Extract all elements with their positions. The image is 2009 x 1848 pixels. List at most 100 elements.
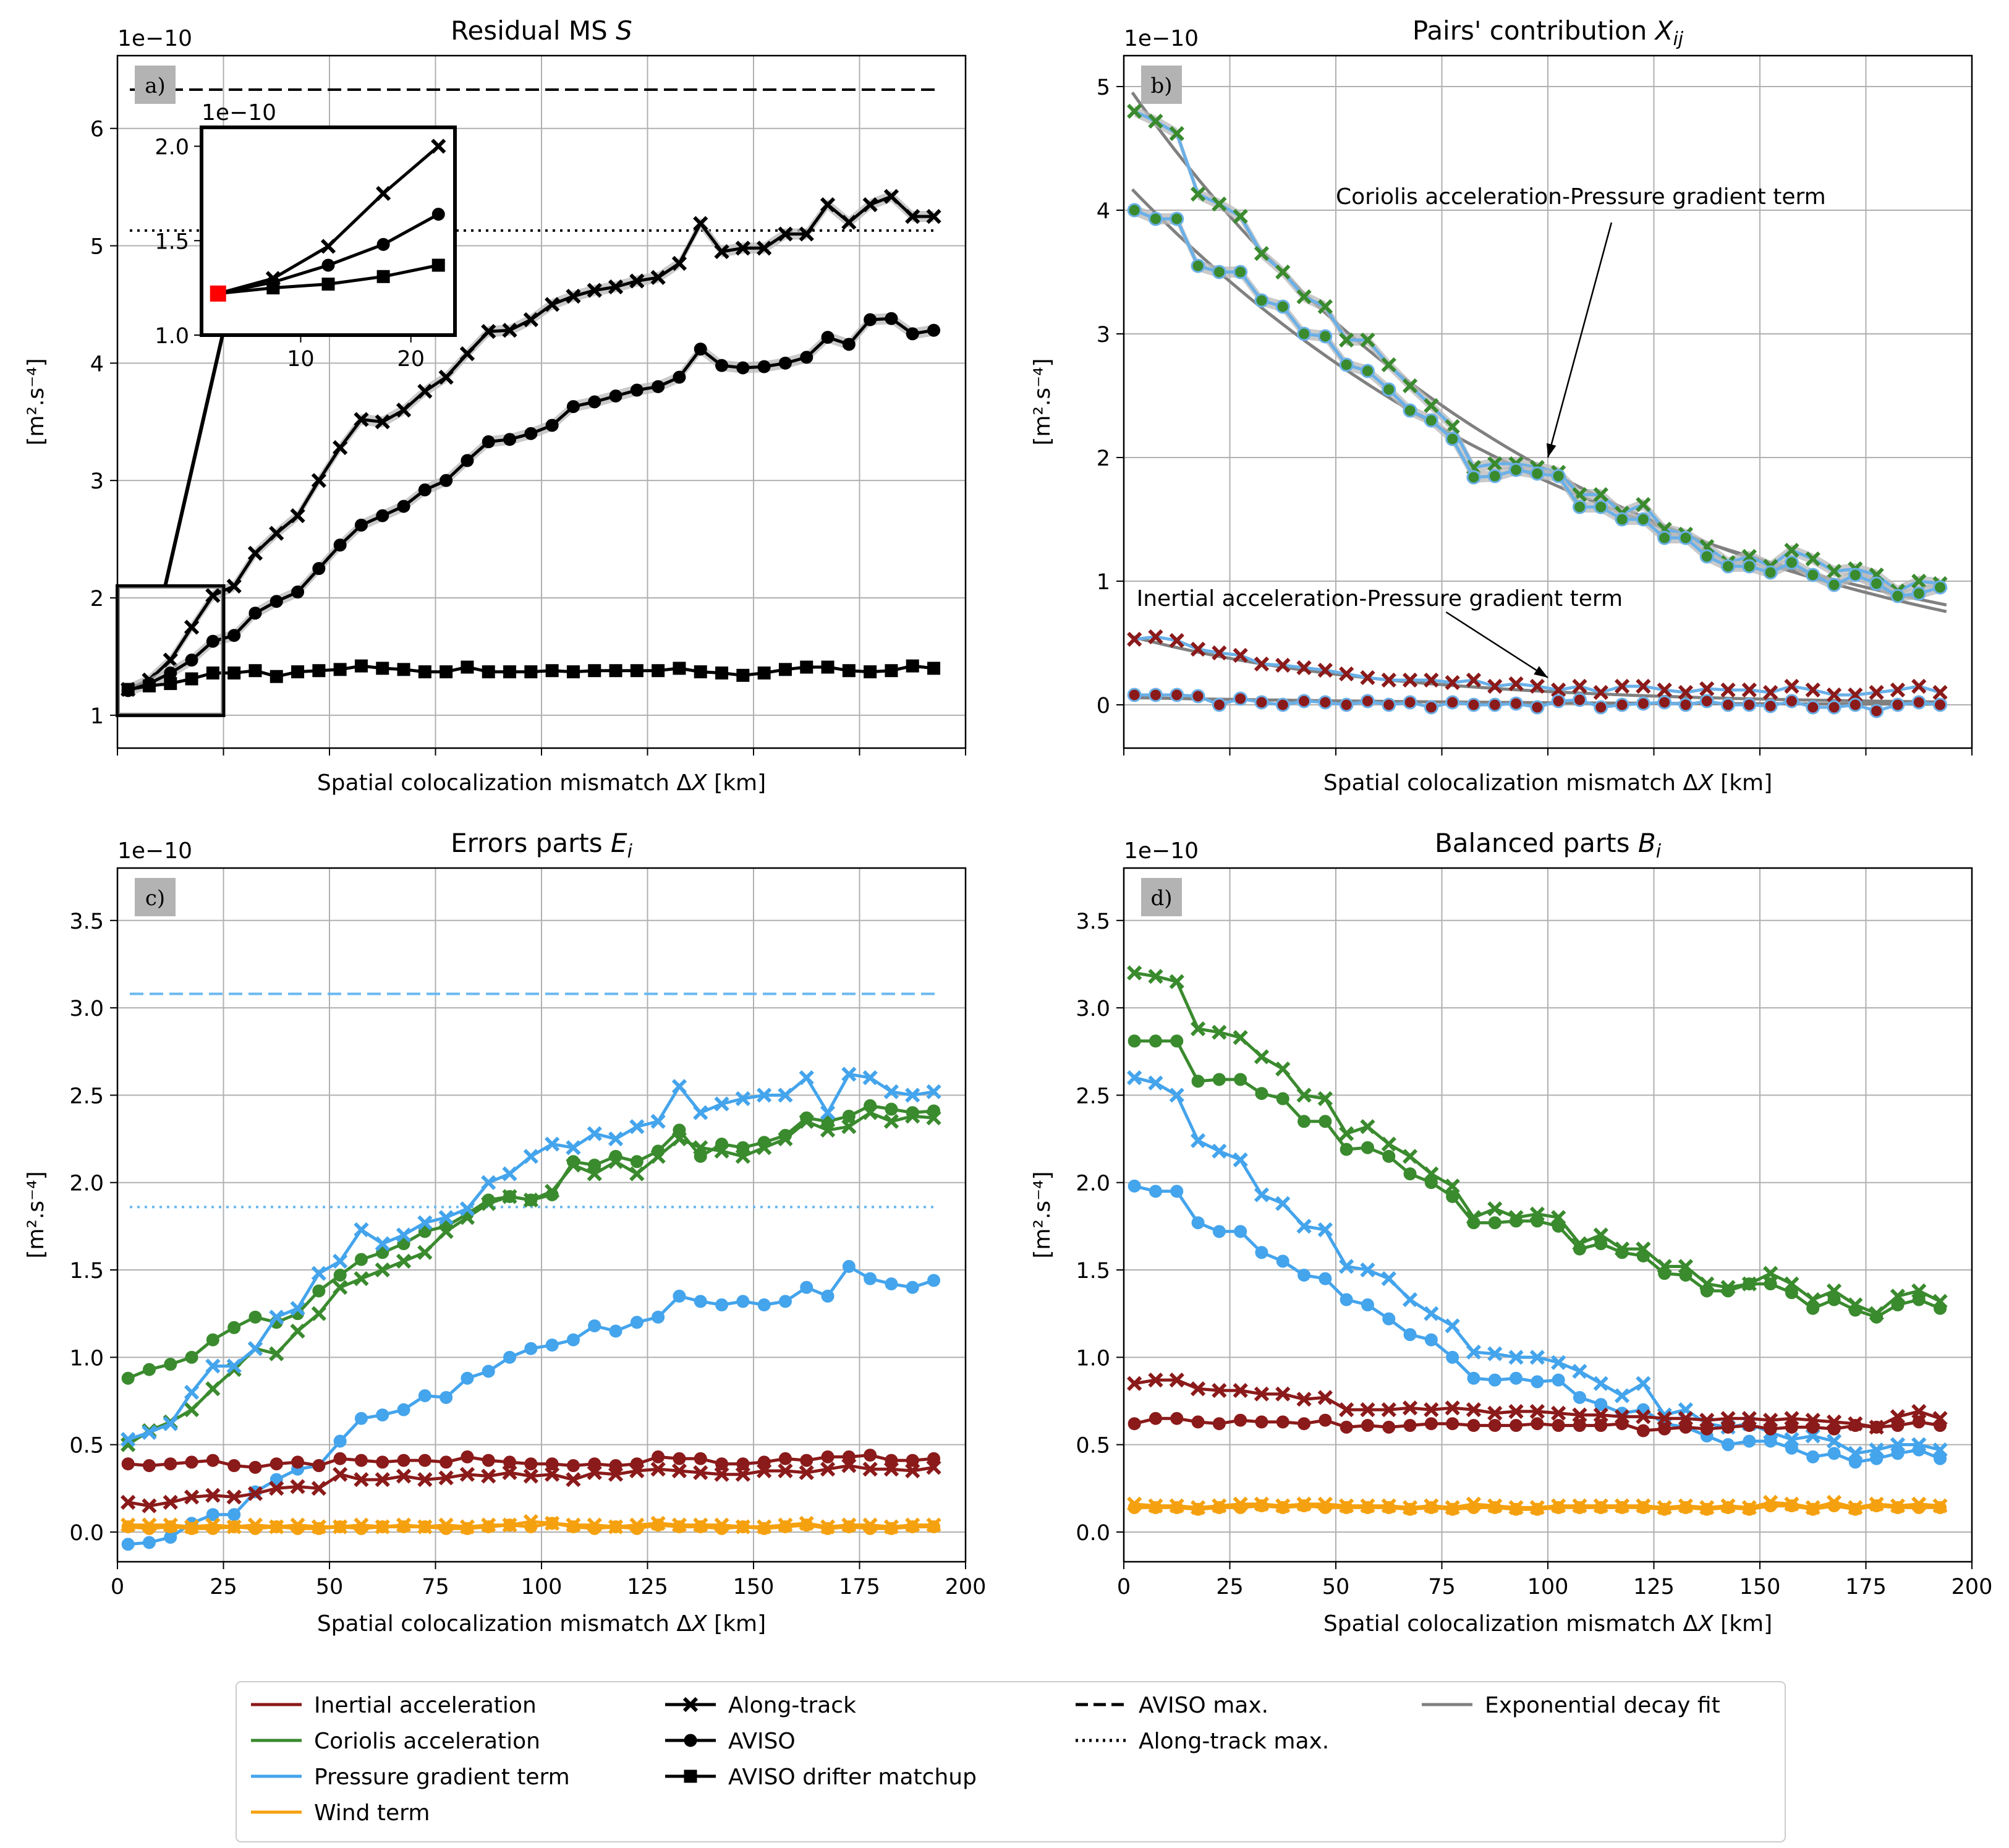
data-point (714, 1143, 729, 1159)
data-point (397, 1403, 410, 1416)
data-point (185, 672, 198, 686)
data-point (1191, 258, 1205, 273)
data-point (206, 666, 219, 680)
data-point (1446, 1190, 1459, 1203)
data-point (1657, 1411, 1672, 1426)
panel-label-a: a) (135, 66, 176, 104)
data-point (1170, 1501, 1184, 1514)
data-point (671, 1517, 687, 1533)
data-point (1466, 1344, 1482, 1360)
data-point (694, 665, 707, 679)
data-point (1298, 1499, 1311, 1513)
inset-x-tick-label: 10 (287, 347, 315, 372)
data-point (1446, 1502, 1459, 1516)
data-point (1254, 1187, 1270, 1203)
data-point (1382, 1420, 1396, 1434)
data-point (905, 1517, 920, 1533)
data-point (1572, 500, 1587, 514)
data-point (440, 474, 453, 487)
data-point (1551, 682, 1566, 698)
data-point (1212, 265, 1226, 279)
series-coriolis-acceleration-along-track- (121, 1105, 941, 1452)
data-point (1148, 211, 1163, 226)
data-point (1212, 1417, 1226, 1431)
data-point (1890, 589, 1905, 603)
data-point (1573, 1501, 1586, 1514)
data-point (269, 1519, 284, 1535)
data-point (1636, 512, 1650, 527)
legend-item-inertial-acceleration: Inertial acceleration (251, 1693, 537, 1718)
data-point (1424, 1501, 1438, 1514)
data-point (1382, 1312, 1396, 1326)
data-point (1402, 378, 1418, 394)
panel-d: 0 25 50 75 100 125 150 175 200 0.0 0.5 1.0 1.5 2.0 2.5… (1030, 828, 1992, 1637)
x-axis-label: Spatial colocalization mismatch ΔX [km] (1323, 770, 1772, 796)
series-aviso-drifter-matchup (121, 659, 941, 696)
data-point (1360, 364, 1375, 378)
data-point (1212, 1073, 1226, 1086)
data-point (735, 1091, 750, 1107)
data-point (523, 312, 538, 328)
data-point (1785, 1420, 1798, 1434)
y-tick-label: 3.5 (1076, 909, 1110, 934)
data-point (1148, 688, 1163, 702)
data-point (1149, 1034, 1162, 1048)
data-point (1636, 696, 1650, 711)
data-point (333, 1519, 348, 1535)
series-line (127, 1104, 934, 1380)
data-point (226, 1519, 242, 1535)
panel-label-b: b) (1141, 66, 1182, 104)
data-point (545, 1339, 559, 1352)
data-point (396, 1253, 412, 1269)
data-point (333, 1269, 347, 1282)
data-point (1679, 1420, 1693, 1434)
data-point (1403, 695, 1417, 710)
data-point (1784, 542, 1799, 558)
data-point (1255, 1415, 1268, 1429)
data-point (862, 1105, 878, 1120)
data-point (1827, 1447, 1841, 1460)
data-point (1615, 1246, 1629, 1259)
data-point (694, 1295, 707, 1308)
data-point (1806, 1420, 1820, 1434)
data-point (885, 664, 898, 678)
data-point (842, 1259, 856, 1273)
series-line (1134, 109, 1940, 593)
data-point (1722, 1438, 1735, 1452)
data-point (1296, 1392, 1312, 1407)
y-tick-label: 2 (1097, 446, 1110, 471)
data-point (1826, 563, 1842, 579)
y-tick-label: 3 (90, 469, 104, 494)
data-point (1254, 695, 1269, 710)
data-point (1128, 1417, 1141, 1431)
data-point (1297, 694, 1312, 709)
data-point (1467, 1216, 1480, 1230)
data-point (247, 1517, 263, 1533)
axes-frame (1123, 54, 1973, 749)
data-point (1191, 1502, 1205, 1516)
data-point (1212, 645, 1227, 661)
data-point (1934, 1452, 1947, 1465)
data-point (800, 660, 813, 674)
data-point (354, 412, 369, 427)
data-point (1339, 697, 1354, 712)
data-point (1296, 660, 1312, 676)
data-point (523, 1149, 538, 1164)
panel-b: 0 1 2 3 4 5 Coriolis acceleration-Pressure gra… (1030, 15, 1973, 796)
data-point (1298, 1115, 1311, 1128)
data-point (1636, 678, 1651, 694)
inset-data-point (431, 138, 446, 154)
series-coriolis-acceleration-aviso- (1128, 1034, 1947, 1324)
data-point (1869, 704, 1884, 718)
data-point (503, 1350, 517, 1364)
data-point (650, 1149, 666, 1164)
data-point (566, 1472, 581, 1488)
y-tick-label: 3.0 (1076, 997, 1110, 1021)
data-point (1911, 586, 1926, 601)
data-point (650, 1515, 666, 1531)
data-point (820, 1122, 836, 1138)
data-point (1317, 1390, 1333, 1405)
data-point (566, 1333, 580, 1347)
data-point (1806, 568, 1820, 582)
data-point (1361, 1141, 1374, 1154)
